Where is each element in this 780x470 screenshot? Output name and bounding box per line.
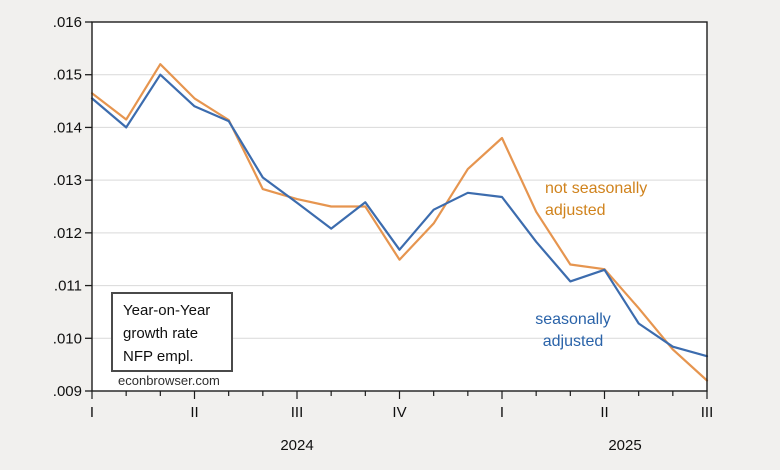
y-tick-label: .012 — [53, 225, 82, 242]
y-tick-label: .014 — [53, 119, 82, 136]
series-label-seasonally-adjusted: seasonally adjusted — [529, 309, 617, 353]
y-tick-label: .010 — [53, 330, 82, 347]
sa-label-line-2: adjusted — [542, 333, 604, 350]
y-tick-label: .016 — [53, 14, 82, 31]
series-label-not-seasonally-adjusted: not seasonally adjusted — [545, 178, 647, 222]
nsa-label-line-1: not seasonally — [545, 180, 648, 197]
series-line-seasonally-adjusted — [90, 73, 709, 358]
x-tick-label: III — [291, 404, 304, 421]
y-tick-label: .013 — [53, 172, 82, 189]
nsa-label-line-2: adjusted — [545, 202, 606, 219]
x-tick-label: II — [600, 404, 608, 421]
x-tick-label: II — [190, 404, 198, 421]
x-tick-label: I — [500, 404, 504, 421]
y-tick-label: .011 — [54, 278, 82, 295]
plot-frame — [91, 21, 708, 392]
sa-label-line-1: seasonally — [535, 311, 611, 328]
x-tick-label: IV — [392, 404, 406, 421]
year-label: 2024 — [280, 437, 313, 454]
watermark-text: econbrowser.com — [118, 373, 220, 388]
annotation-line-3: NFP empl. — [123, 348, 194, 365]
annotation-box: Year-on-Year growth rate NFP empl. — [111, 292, 233, 372]
x-tick-label: I — [90, 404, 94, 421]
year-label: 2025 — [608, 437, 641, 454]
x-tick-label: III — [701, 404, 714, 421]
y-tick-label: .015 — [53, 67, 82, 84]
annotation-line-2: growth rate — [123, 325, 199, 342]
y-tick-label: .009 — [53, 383, 82, 400]
annotation-line-1: Year-on-Year — [123, 302, 211, 319]
